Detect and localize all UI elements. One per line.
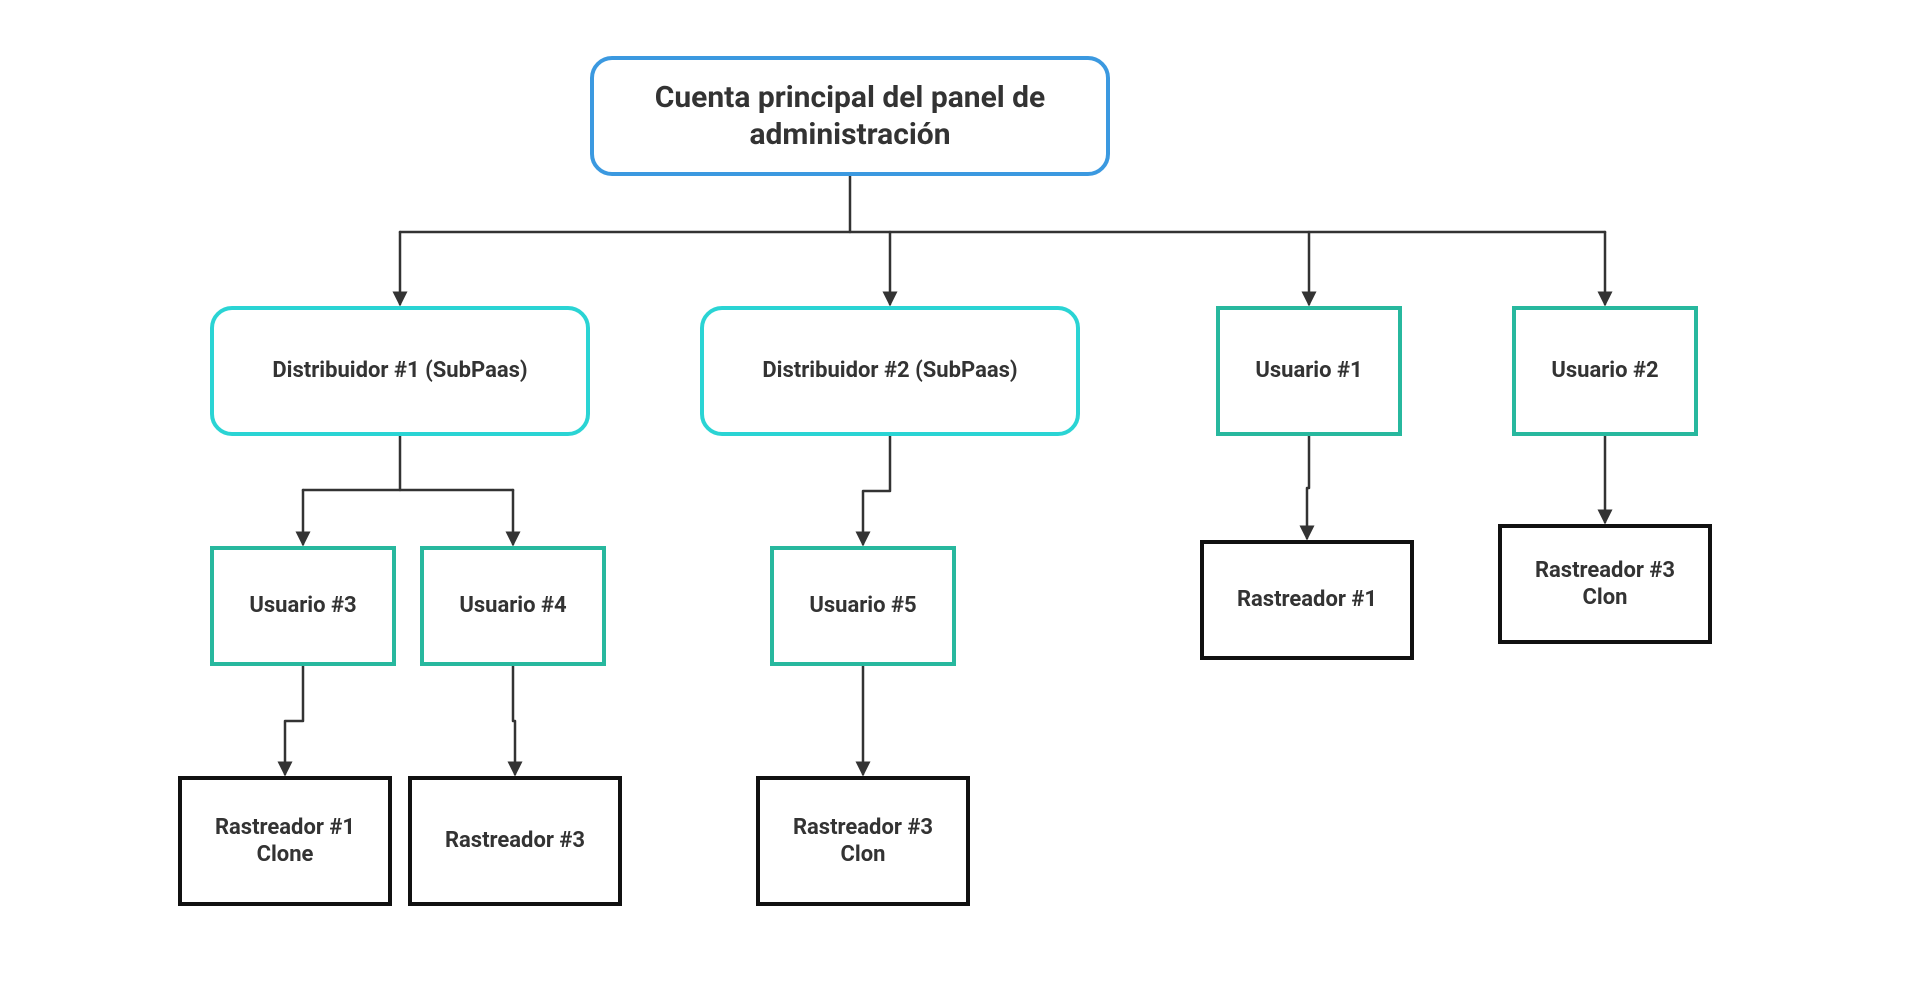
node-label: Usuario #4 (459, 592, 566, 620)
node-label: Distribuidor #1 (SubPaas) (272, 357, 527, 385)
node-label: Rastreador #3 (445, 827, 585, 855)
node-user2: Usuario #2 (1512, 306, 1698, 436)
node-rast3_user4: Rastreador #3 (408, 776, 622, 906)
node-label: Usuario #2 (1551, 357, 1658, 385)
node-rast3clon_user2: Rastreador #3Clon (1498, 524, 1712, 644)
node-user1: Usuario #1 (1216, 306, 1402, 436)
node-label: Usuario #1 (1255, 357, 1362, 385)
node-rast3clon_user5: Rastreador #3Clon (756, 776, 970, 906)
node-dist1: Distribuidor #1 (SubPaas) (210, 306, 590, 436)
node-user4: Usuario #4 (420, 546, 606, 666)
node-rast1_user1: Rastreador #1 (1200, 540, 1414, 660)
node-label: Distribuidor #2 (SubPaas) (762, 357, 1017, 385)
node-user5: Usuario #5 (770, 546, 956, 666)
node-label: Rastreador #3Clon (793, 814, 933, 869)
node-label: Rastreador #1 (1237, 586, 1377, 614)
node-label: Rastreador #3Clon (1535, 557, 1675, 612)
node-rast1clone_user3: Rastreador #1Clone (178, 776, 392, 906)
node-user3: Usuario #3 (210, 546, 396, 666)
diagram-canvas: Cuenta principal del panel deadministrac… (0, 0, 1920, 1004)
node-label: Rastreador #1Clone (215, 814, 355, 869)
node-root: Cuenta principal del panel deadministrac… (590, 56, 1110, 176)
node-dist2: Distribuidor #2 (SubPaas) (700, 306, 1080, 436)
node-label: Cuenta principal del panel deadministrac… (655, 79, 1046, 154)
node-label: Usuario #3 (249, 592, 356, 620)
node-label: Usuario #5 (809, 592, 916, 620)
